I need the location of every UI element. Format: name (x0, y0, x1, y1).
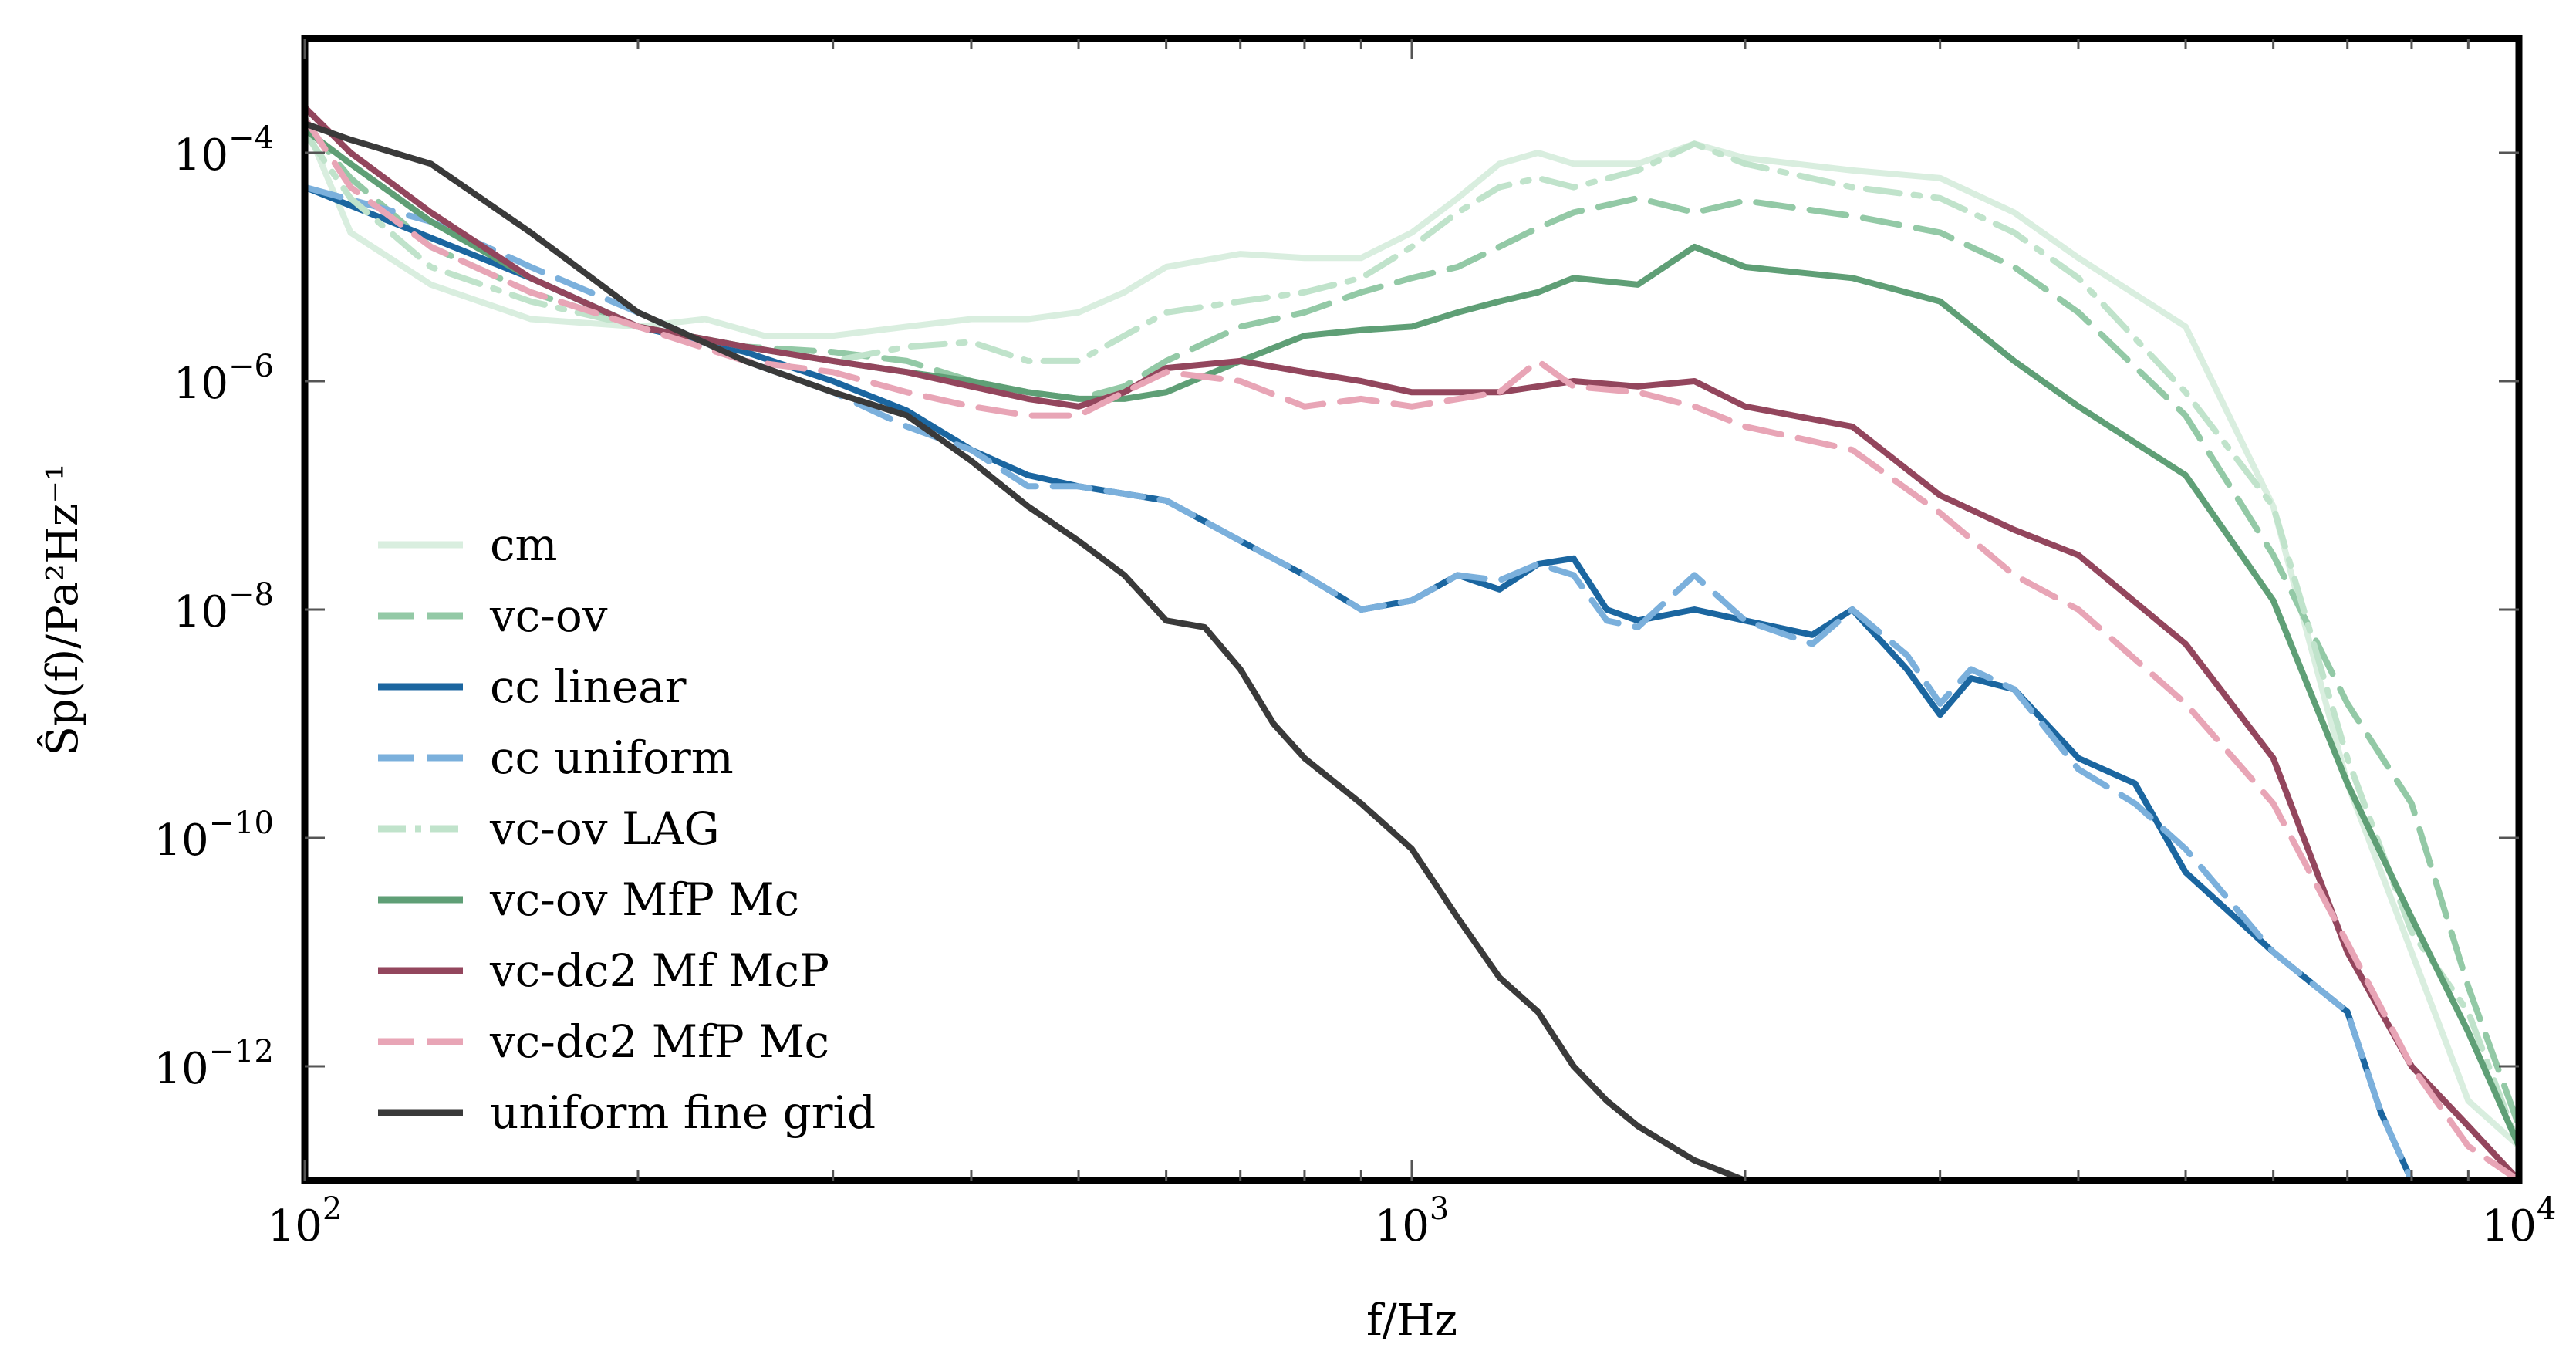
y-tick-label: 10−4 (174, 120, 274, 181)
legend-label-5: vc-ov MfP Mc (489, 873, 799, 926)
legend-label-4: vc-ov LAG (489, 802, 720, 855)
axis-tick-labels: 102 103 104 10−4 10−6 10−8 10−10 10−12 (154, 120, 2556, 1251)
x-axis-label: f/Hz (1366, 1295, 1457, 1346)
series-line-3 (305, 184, 2415, 1181)
x-tick-label: 102 (268, 1191, 343, 1251)
legend-label-6: vc-dc2 Mf McP (489, 944, 829, 997)
y-tick-label: 10−10 (154, 806, 274, 866)
legend-label-3: cc uniform (490, 731, 734, 784)
legend-label-8: uniform fine grid (490, 1086, 876, 1139)
plot-lines (305, 104, 2519, 1181)
legend-label-1: vc-ov (489, 589, 608, 642)
y-tick-label: 10−6 (174, 349, 274, 409)
x-tick-label: 104 (2482, 1191, 2557, 1251)
legend-label-7: vc-dc2 MfP Mc (489, 1015, 829, 1068)
series-line-1 (305, 120, 2519, 1130)
y-axis-label: Ŝp(f)/Pa²Hz⁻¹ (36, 464, 88, 756)
series-line-2 (305, 184, 2415, 1181)
axis-ticks (303, 39, 2519, 1181)
y-tick-label: 10−8 (174, 577, 274, 637)
plot-frame (301, 35, 2523, 1184)
series-line-0 (305, 120, 2519, 1150)
legend: cm vc-ov cc linear cc uniform vc-ov LAG vc-ov… (378, 518, 876, 1139)
x-tick-label: 103 (1375, 1191, 1450, 1251)
series-line-6 (305, 104, 2519, 1181)
series-line-8 (305, 120, 1748, 1181)
y-tick-label: 10−12 (154, 1034, 274, 1094)
legend-label-2: cc linear (490, 660, 687, 713)
legend-label-0: cm (490, 518, 557, 571)
series-line-7 (305, 115, 2519, 1181)
